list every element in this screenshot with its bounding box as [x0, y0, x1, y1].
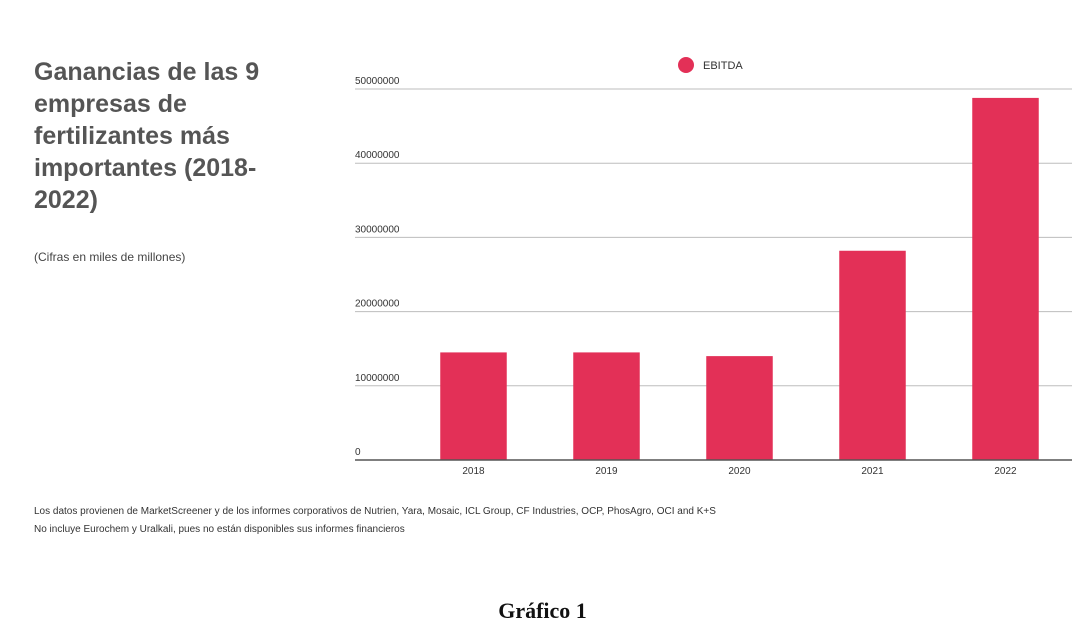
- x-axis-tick-labels: 2018 2019 2020 2021 2022: [462, 466, 1017, 477]
- legend: EBITDA: [678, 57, 743, 73]
- legend-swatch-ebitda: [678, 57, 694, 73]
- chart-subtitle: (Cifras en miles de millones): [34, 250, 186, 264]
- legend-label-ebitda: EBITDA: [703, 60, 743, 72]
- x-tick-label: 2022: [994, 466, 1017, 477]
- source-note-line: No incluye Eurochem y Uralkali, pues no …: [34, 524, 405, 535]
- chart-title: Ganancias de las 9 empresas de fertiliza…: [34, 58, 260, 214]
- y-tick-label: 20000000: [355, 299, 400, 310]
- bar-2022: [972, 97, 1039, 461]
- y-tick-label: 40000000: [355, 150, 400, 161]
- bar-2019: [573, 352, 640, 460]
- y-tick-label: 10000000: [355, 373, 400, 384]
- source-note-line: Los datos provienen de MarketScreener y …: [34, 506, 716, 517]
- figure-caption: Gráfico 1: [498, 598, 587, 623]
- bars: [440, 97, 1039, 461]
- x-tick-label: 2019: [595, 466, 618, 477]
- bar-chart: EBITDA 0 10000000 20000000 30000000 40000000…: [355, 57, 1072, 477]
- x-tick-label: 2020: [728, 466, 751, 477]
- x-tick-label: 2018: [462, 466, 485, 477]
- bar-2018: [440, 352, 507, 460]
- y-tick-label: 30000000: [355, 224, 400, 235]
- bar-2021: [839, 250, 906, 460]
- y-axis-tick-labels: 0 10000000 20000000 30000000 40000000 5000000…: [355, 76, 400, 458]
- y-tick-label: 0: [355, 447, 361, 458]
- gridlines: [355, 88, 1072, 387]
- x-tick-label: 2021: [861, 466, 884, 477]
- bar-2020: [706, 356, 773, 460]
- y-tick-label: 50000000: [355, 76, 400, 87]
- source-notes: Los datos provienen de MarketScreener y …: [34, 503, 716, 539]
